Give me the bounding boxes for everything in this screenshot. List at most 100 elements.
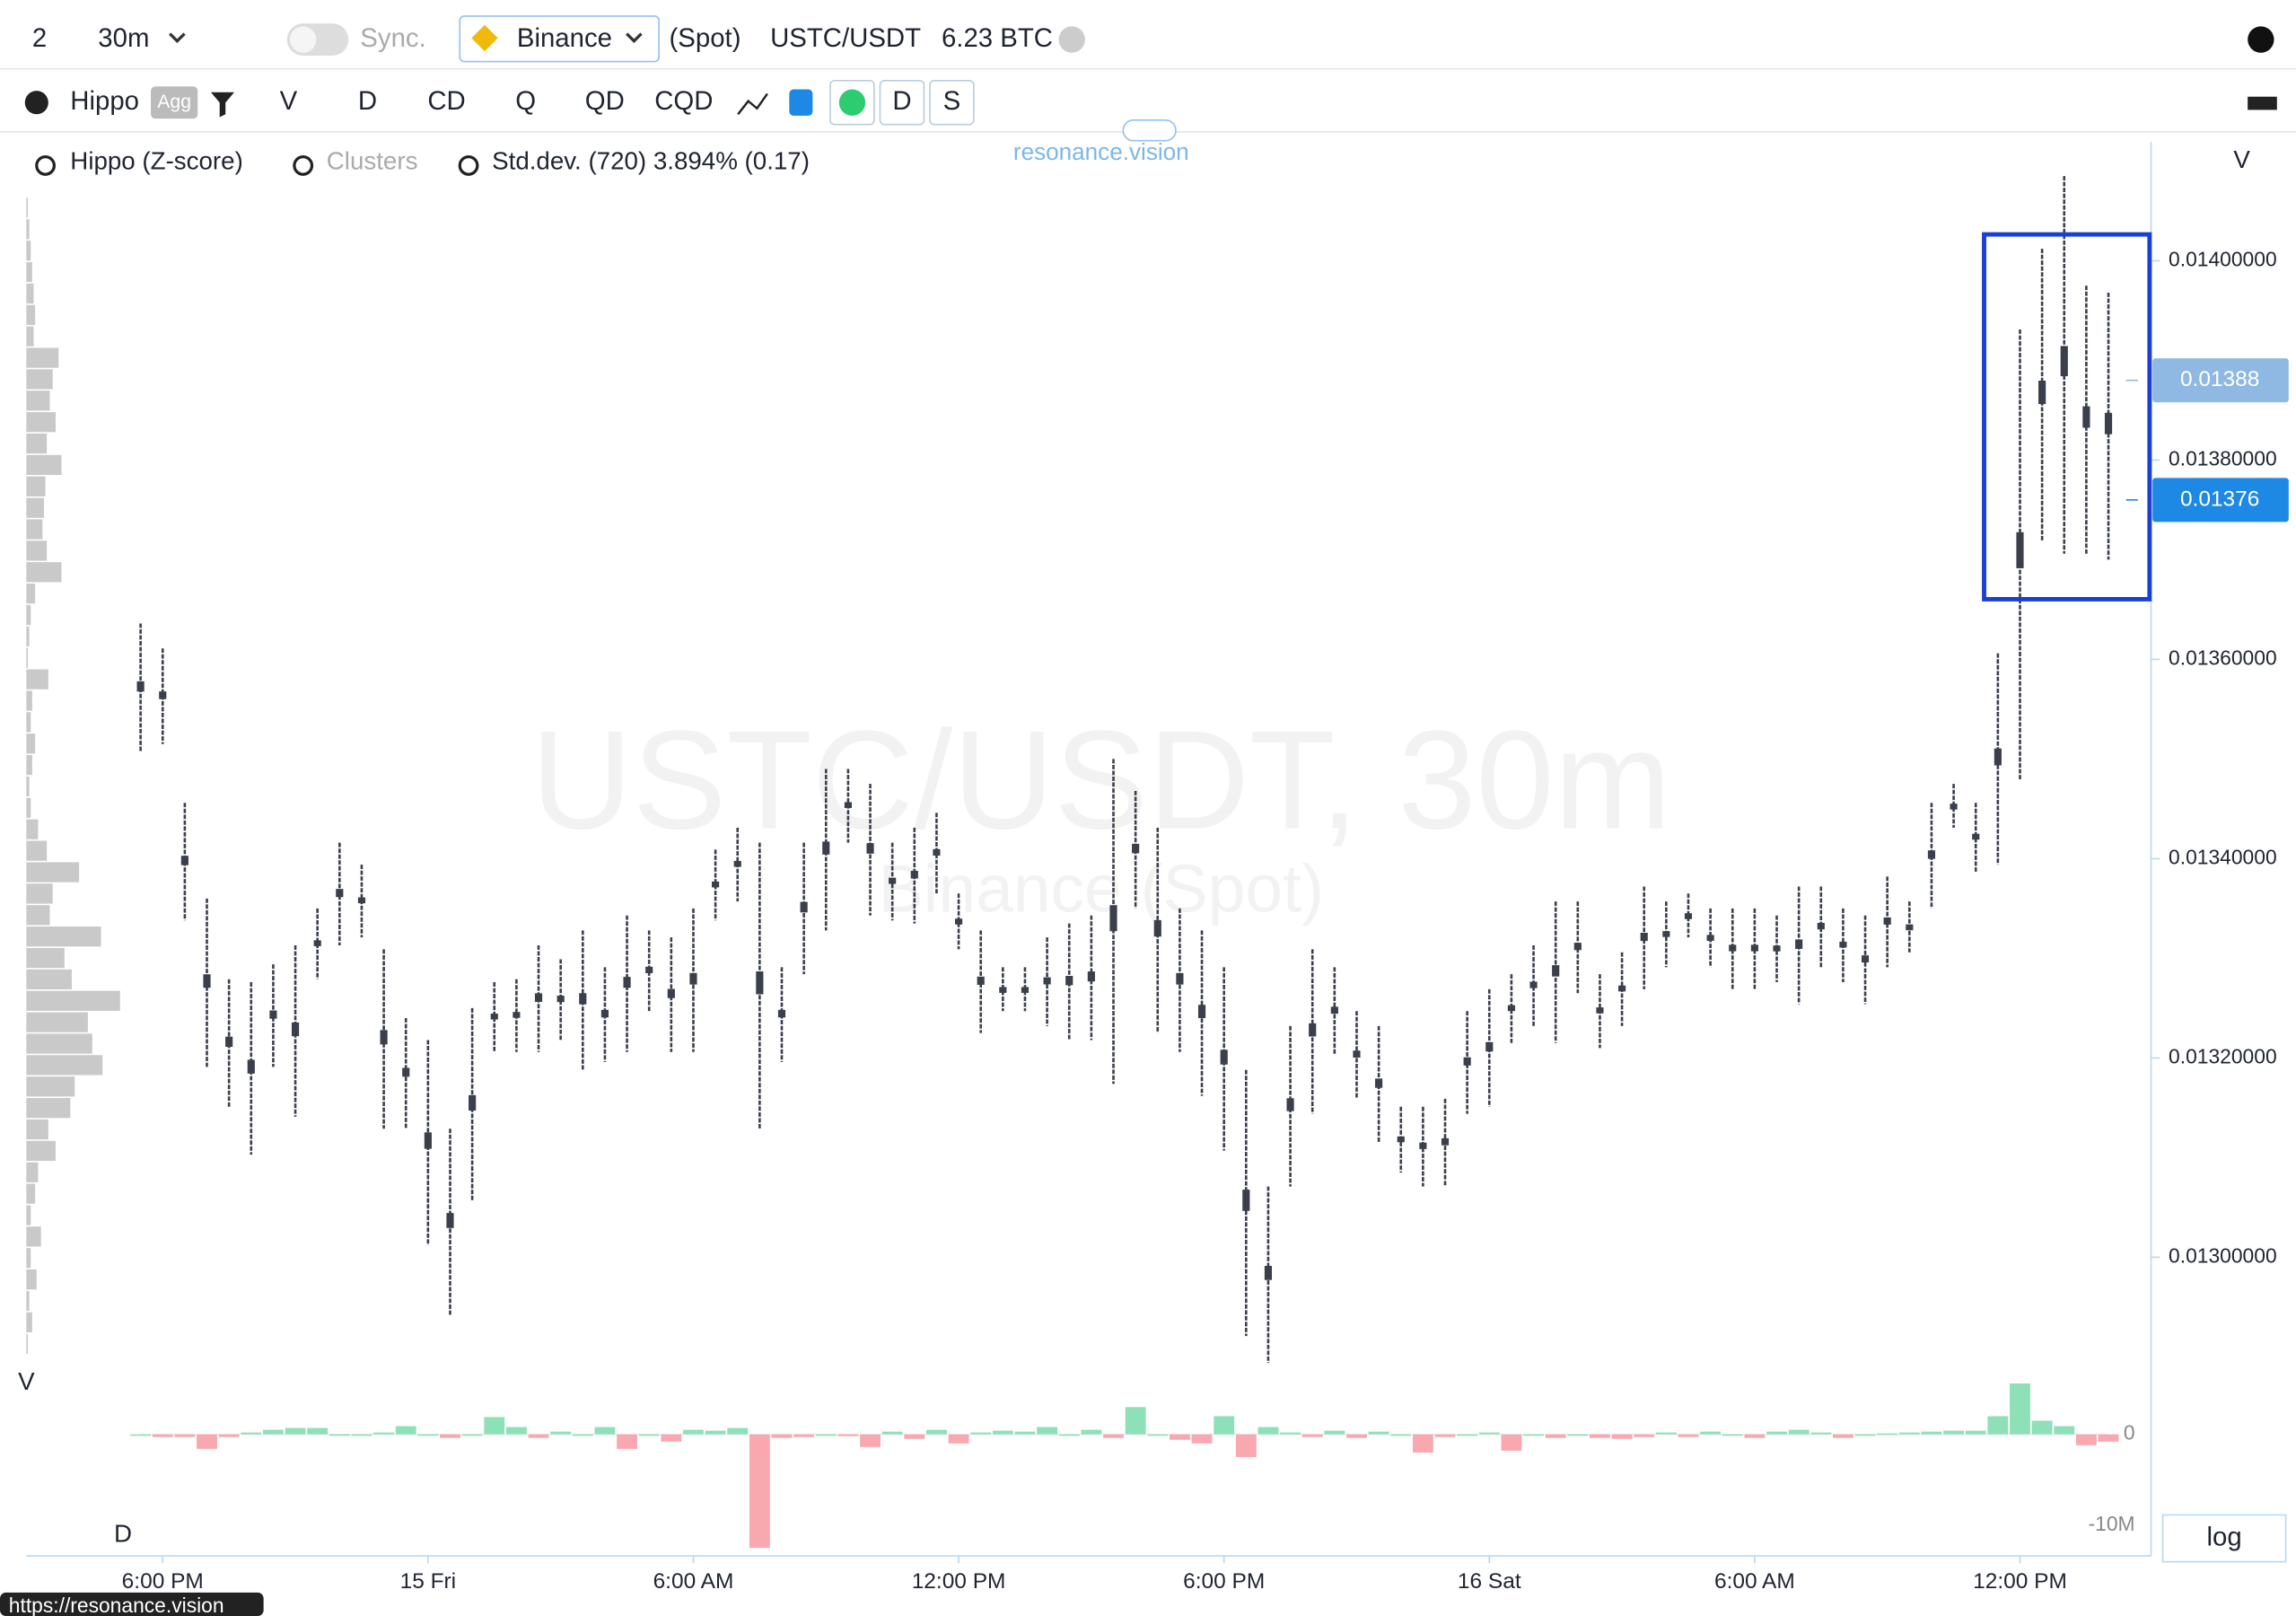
toolbar-button[interactable]: CQD — [654, 86, 713, 116]
profile-bar — [26, 840, 48, 861]
d-button[interactable] — [879, 79, 925, 126]
collapse-button[interactable] — [1122, 119, 1177, 142]
settings[interactable] — [24, 91, 48, 115]
eye-off-icon[interactable] — [35, 154, 56, 176]
cluster-core — [1883, 917, 1891, 925]
profile-bar — [26, 1033, 92, 1054]
delta-bar — [860, 1434, 881, 1447]
profile-bar — [26, 1333, 28, 1354]
agg-badge[interactable] — [151, 86, 198, 119]
list-icon[interactable] — [789, 89, 813, 116]
status-bar — [0, 1592, 264, 1616]
toolbar-button[interactable]: D — [358, 86, 377, 116]
delta-bar — [197, 1434, 217, 1449]
delta-bar — [1147, 1434, 1169, 1436]
delta-bar — [1590, 1434, 1610, 1438]
delta-bar — [329, 1434, 350, 1436]
toolbar-button[interactable]: V — [280, 86, 298, 116]
legend-hippo[interactable]: Hippo (Z-score) — [70, 146, 242, 174]
profile-bar — [26, 1055, 103, 1076]
legend-stddev[interactable]: Std.dev. (720) 3.894% (0.17) — [492, 146, 810, 174]
cluster-core — [291, 1022, 300, 1037]
cluster-core — [2082, 406, 2090, 428]
cluster-core — [1839, 941, 1847, 948]
indicator[interactable]: Hippo — [70, 86, 139, 116]
toolbar-button[interactable]: Q — [515, 86, 536, 116]
delta-bar — [1943, 1430, 1965, 1435]
exchange: Binance — [517, 23, 612, 53]
delta-bar — [1014, 1431, 1036, 1435]
legend-clusters[interactable]: Clusters — [327, 146, 418, 174]
cluster-core — [1795, 939, 1803, 949]
delta-bar — [572, 1434, 593, 1436]
cluster-core — [225, 1036, 233, 1048]
eye-icon[interactable] — [458, 154, 479, 176]
cluster-core — [247, 1059, 255, 1074]
profile-bar — [26, 1269, 37, 1290]
delta-bar — [1744, 1434, 1766, 1438]
cluster-core — [1817, 922, 1825, 930]
x-tick-label: 6:00 AM — [1714, 1569, 1795, 1594]
profile-bar — [26, 304, 36, 325]
delta-bar — [1434, 1434, 1456, 1437]
delta-bar — [1987, 1416, 2009, 1435]
x-tick-label: 6:00 AM — [653, 1569, 734, 1594]
delta-bar — [2054, 1426, 2075, 1435]
delta-bar — [1678, 1434, 1699, 1437]
profile-bar — [26, 733, 36, 754]
toolbar-button[interactable]: CD — [427, 86, 465, 116]
profile-bar — [26, 412, 56, 433]
delta-bar — [1877, 1433, 1898, 1436]
s-label: S — [943, 86, 961, 116]
profile-bar — [26, 1205, 31, 1225]
toolbar-button[interactable]: QD — [585, 86, 625, 116]
help-icon[interactable] — [2248, 26, 2274, 53]
profile-bar — [26, 647, 28, 668]
profile-bar — [26, 1290, 30, 1312]
profile-bar — [26, 712, 31, 733]
profile-bar — [26, 969, 72, 990]
delta-bar — [594, 1427, 616, 1435]
delta-bar — [174, 1434, 196, 1437]
delta-bar — [2075, 1434, 2097, 1445]
cluster-core — [933, 848, 941, 856]
delta-bar — [1280, 1432, 1301, 1435]
s-button[interactable] — [929, 79, 975, 126]
cluster-core — [954, 918, 963, 925]
profile-bar — [26, 905, 50, 926]
cluster-core — [579, 993, 587, 1005]
interval[interactable]: 30m — [98, 23, 149, 53]
profile-bar — [26, 326, 34, 347]
price-marker-label: 0.01388 — [2180, 367, 2259, 391]
delta-bar — [1810, 1432, 1832, 1435]
eye-icon[interactable] — [293, 154, 314, 176]
cluster-core — [1861, 955, 1870, 963]
cluster-core — [600, 1009, 609, 1018]
cluster-core — [1773, 945, 1781, 952]
x-tick-label: 12:00 PM — [1973, 1569, 2067, 1594]
delta-bar — [617, 1434, 637, 1449]
cluster-core — [313, 940, 321, 946]
symbol[interactable]: USTC/USDT — [770, 23, 921, 53]
delta-bar — [1169, 1434, 1190, 1440]
chart-icon[interactable] — [737, 92, 768, 116]
delta-bar — [395, 1426, 416, 1435]
delta-bar — [373, 1432, 395, 1435]
log-button[interactable] — [2161, 1514, 2287, 1563]
exchange-select[interactable] — [459, 15, 660, 63]
filter-icon[interactable] — [210, 92, 235, 118]
profile-bar — [26, 1183, 36, 1204]
delta-bar — [1898, 1432, 1920, 1435]
add-button[interactable] — [829, 79, 875, 126]
chevron — [169, 32, 186, 44]
cluster-core — [1684, 913, 1693, 919]
profile-bar — [26, 604, 31, 626]
delta-bar — [461, 1434, 483, 1436]
ruler-icon[interactable] — [2248, 96, 2277, 110]
layout[interactable]: 2 — [32, 23, 47, 53]
delta-bar — [1655, 1432, 1677, 1435]
cluster-core — [910, 870, 918, 879]
cluster-core — [269, 1010, 277, 1019]
price-marker — [2152, 478, 2289, 523]
profile-bar — [26, 1098, 71, 1119]
